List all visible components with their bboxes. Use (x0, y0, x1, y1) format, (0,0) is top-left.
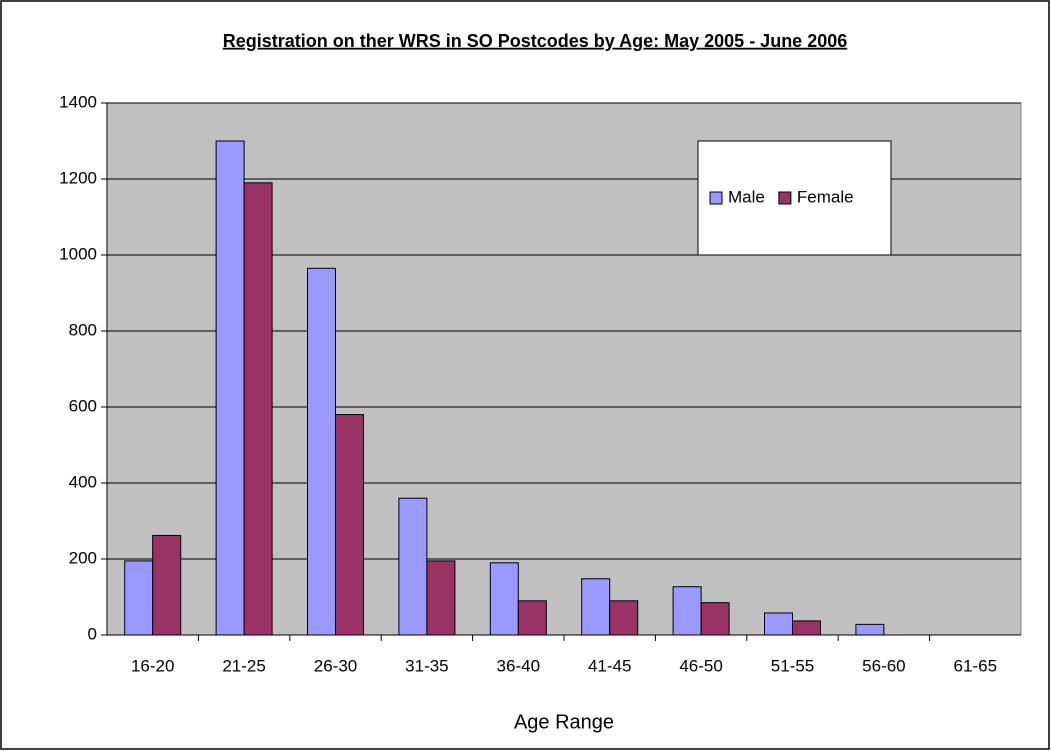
bar (581, 578, 611, 636)
y-tick-label: 600 (69, 396, 97, 415)
bar (215, 140, 245, 636)
legend-swatch (778, 191, 792, 205)
x-axis-label: Age Range (514, 711, 614, 733)
bar (489, 562, 519, 636)
bar (517, 600, 547, 636)
y-tick-label: 1400 (59, 92, 97, 111)
y-tick-label: 400 (69, 472, 97, 491)
x-tick-label: 56-60 (862, 656, 905, 675)
bar (335, 414, 364, 636)
bar (398, 497, 428, 636)
bar (609, 600, 639, 636)
bar (855, 623, 885, 636)
legend-swatch (709, 191, 723, 205)
x-tick-label: 16-20 (131, 656, 174, 675)
bar (243, 182, 273, 636)
bar (152, 534, 182, 636)
bar (124, 560, 154, 636)
legend-label: Female (797, 187, 854, 206)
bar (426, 560, 456, 636)
x-tick-label: 41-45 (588, 656, 631, 675)
x-tick-label: 31-35 (405, 656, 448, 675)
y-tick-label: 1200 (59, 168, 97, 187)
bar (700, 602, 730, 636)
x-tick-label: 26-30 (314, 656, 357, 675)
legend-box (697, 140, 892, 256)
x-tick-label: 46-50 (679, 656, 722, 675)
chart-title: Registration on ther WRS in SO Postcodes… (223, 31, 848, 51)
y-tick-label: 1000 (59, 244, 97, 263)
bar (307, 267, 336, 636)
y-tick-label: 0 (88, 624, 97, 643)
bar (764, 612, 793, 636)
x-tick-label: 36-40 (497, 656, 540, 675)
y-tick-label: 800 (69, 320, 97, 339)
bar (672, 586, 702, 636)
bar (792, 620, 821, 636)
y-tick-label: 200 (69, 548, 97, 567)
x-tick-label: 51-55 (771, 656, 814, 675)
x-tick-label: 61-65 (954, 656, 997, 675)
x-tick-label: 21-25 (222, 656, 265, 675)
legend-label: Male (728, 187, 765, 206)
